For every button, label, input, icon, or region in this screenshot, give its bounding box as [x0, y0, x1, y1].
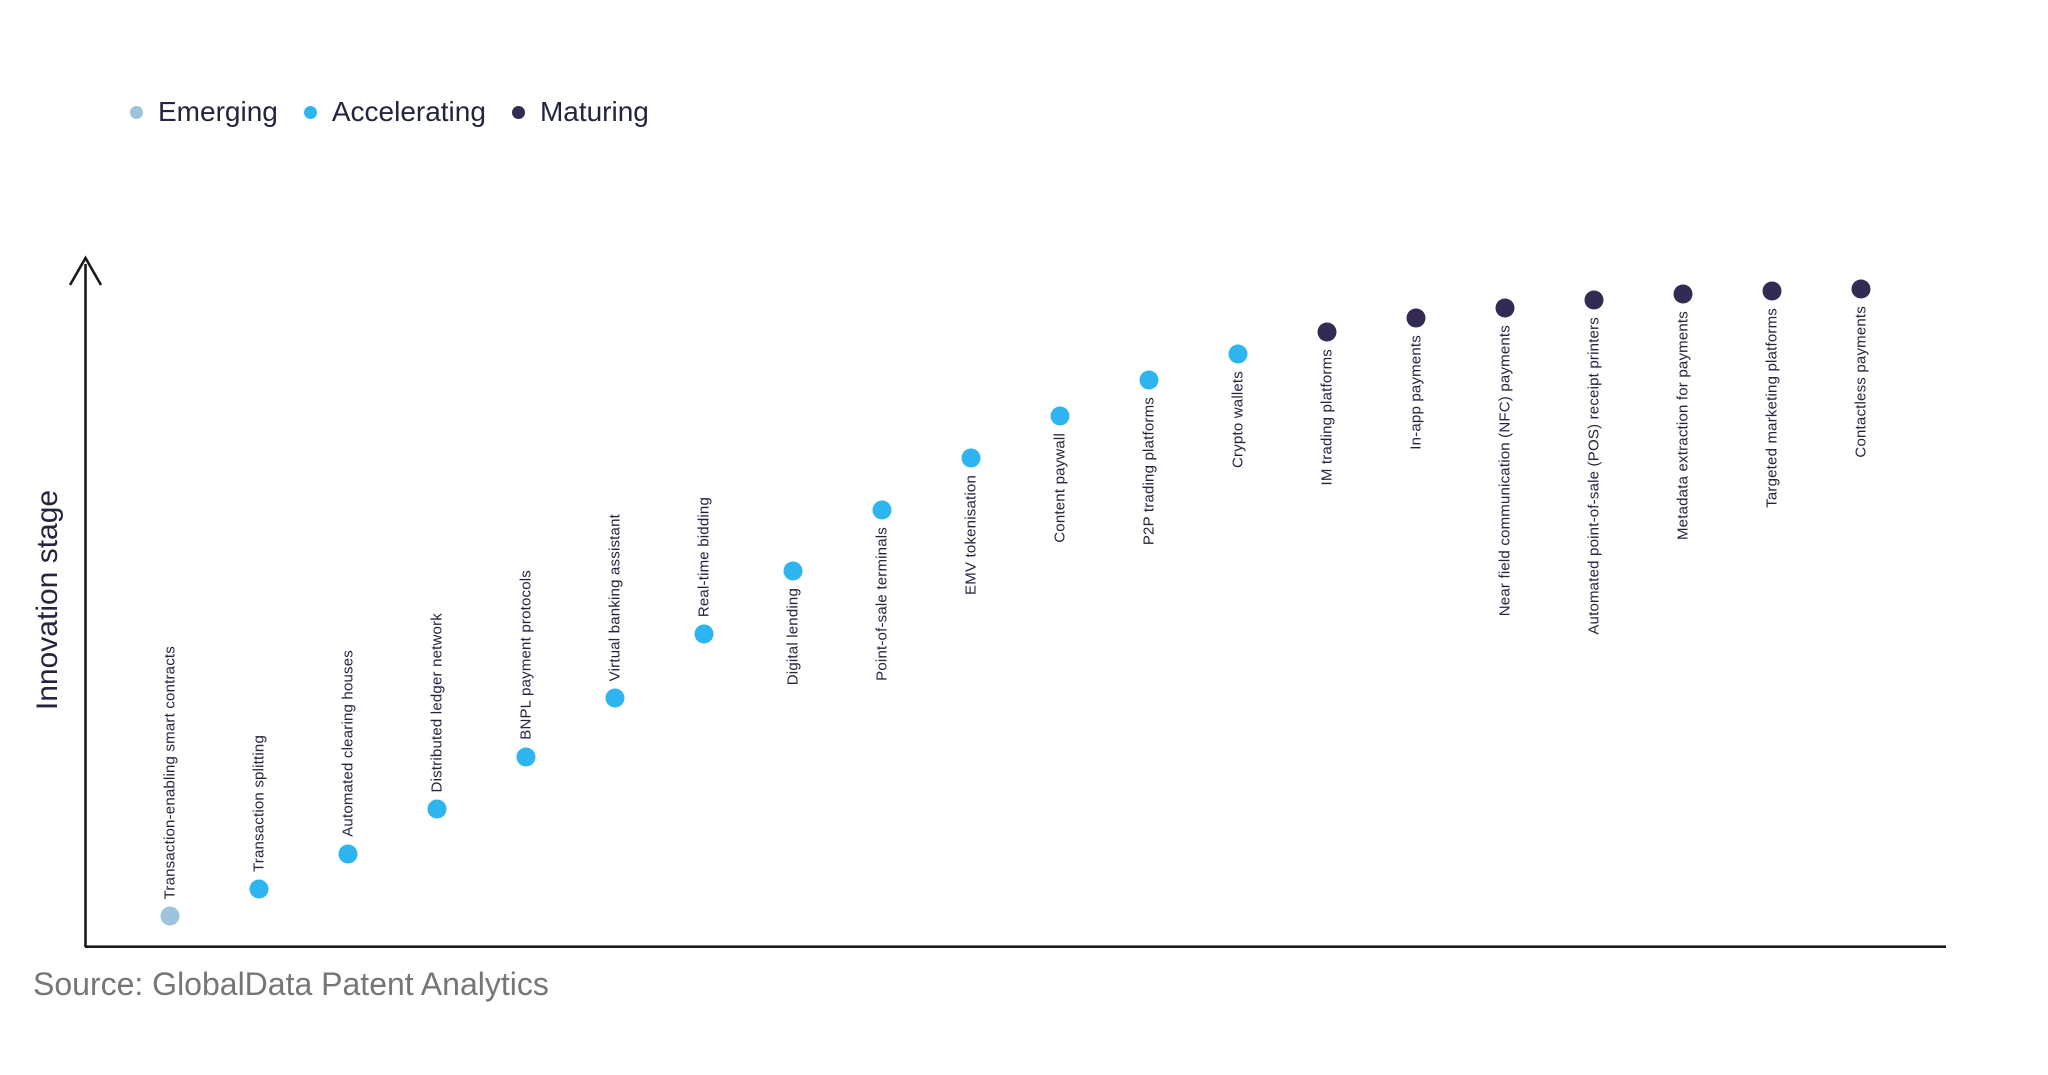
data-point-maturing — [1673, 284, 1693, 304]
data-point-maturing — [1851, 279, 1871, 299]
data-point-label: Distributed ledger network — [428, 612, 446, 793]
data-point-label: Targeted marketing platforms — [1763, 308, 1781, 508]
legend-item-emerging: Emerging — [130, 95, 278, 129]
data-point-accelerating — [1139, 370, 1159, 390]
data-point-label: Virtual banking assistant — [606, 513, 624, 682]
legend-label-maturing: Maturing — [539, 96, 649, 127]
data-point-maturing — [1406, 308, 1426, 328]
data-point-accelerating — [338, 844, 358, 864]
data-point-accelerating — [1050, 406, 1070, 426]
data-point-maturing — [1495, 298, 1515, 318]
data-point-emerging — [160, 906, 180, 926]
legend-label-emerging: Emerging — [158, 96, 278, 127]
data-point-label: Point-of-sale terminals — [873, 527, 891, 681]
data-point-maturing — [1762, 281, 1782, 301]
data-point-label: Transaction splitting — [250, 735, 268, 873]
legend-dot-maturing-icon — [511, 105, 525, 119]
source-caption: Source: GlobalData Patent Analytics — [33, 966, 549, 1002]
legend-item-accelerating: Accelerating — [303, 95, 486, 129]
data-point-accelerating — [605, 688, 625, 708]
data-point-accelerating — [694, 624, 714, 644]
data-point-accelerating — [961, 448, 981, 468]
data-point-label: Crypto wallets — [1229, 370, 1247, 468]
chart-legend: Emerging Accelerating Maturing — [130, 95, 649, 129]
data-point-maturing — [1317, 322, 1337, 342]
data-point-label: EMV tokenisation — [962, 474, 980, 595]
data-point-label: BNPL payment protocols — [517, 570, 535, 740]
data-point-label: Automated point-of-sale (POS) receipt pr… — [1585, 317, 1603, 635]
data-point-accelerating — [783, 561, 803, 581]
legend-label-accelerating: Accelerating — [331, 96, 486, 127]
legend-dot-emerging-icon — [130, 105, 143, 119]
data-point-label: Transaction-enabling smart contracts — [161, 645, 179, 899]
data-point-label: Near field communication (NFC) payments — [1496, 325, 1514, 617]
data-point-maturing — [1584, 290, 1604, 310]
data-point-accelerating — [516, 747, 536, 767]
data-point-accelerating — [1228, 344, 1248, 364]
data-point-accelerating — [427, 799, 447, 819]
data-point-label: Contactless payments — [1852, 306, 1870, 458]
data-point-accelerating — [872, 500, 892, 520]
data-point-accelerating — [249, 879, 269, 899]
data-point-label: Metadata extraction for payments — [1674, 310, 1692, 540]
y-axis-arrowhead-icon — [68, 255, 103, 286]
data-point-label: IM trading platforms — [1318, 348, 1336, 486]
data-point-label: Content paywall — [1051, 432, 1069, 543]
legend-item-maturing: Maturing — [511, 95, 649, 129]
data-point-label: In-app payments — [1407, 334, 1425, 450]
data-point-label: P2P trading platforms — [1140, 396, 1158, 546]
data-point-label: Real-time bidding — [695, 497, 713, 618]
legend-dot-accelerating-icon — [303, 105, 317, 119]
data-point-label: Automated clearing houses — [339, 650, 357, 837]
data-point-label: Digital lending — [784, 587, 802, 686]
